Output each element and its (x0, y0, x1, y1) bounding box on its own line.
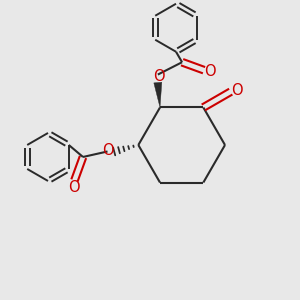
Text: O: O (204, 64, 216, 80)
Text: O: O (153, 69, 164, 84)
Text: O: O (102, 143, 114, 158)
Polygon shape (154, 82, 162, 107)
Text: O: O (68, 180, 79, 195)
Text: O: O (231, 83, 243, 98)
